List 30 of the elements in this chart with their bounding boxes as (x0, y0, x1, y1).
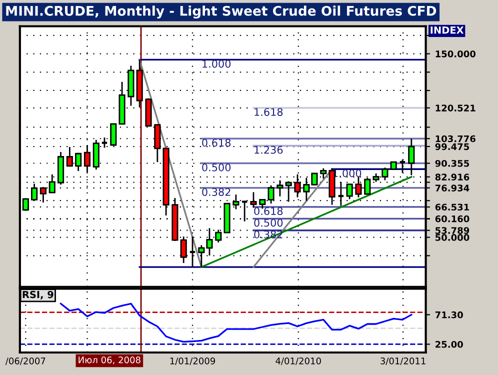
y-tick-label: 90.355 (435, 160, 470, 167)
annotation: 0.618 (202, 138, 231, 147)
x-tick-label: /06/2007 (5, 358, 46, 366)
y-tick-label: 66.531 (435, 204, 470, 211)
y-tick-label: 103.776 (436, 135, 476, 142)
chart-title: MINI.CRUDE, Monthly - Light Sweet Crude Oil Futures CFD (6, 6, 436, 18)
y-tick-label: 25.00 (436, 340, 463, 348)
y-tick-label: 53.789 (436, 227, 470, 234)
x-tick-label: 4/01/2010 (276, 358, 321, 366)
annotation: 1.236 (254, 146, 283, 154)
x-tick-label: 3/01/2011 (380, 358, 426, 366)
annotation: 0.500 (202, 163, 231, 172)
annotation: 1.000 (202, 60, 231, 68)
annotation: 0.382 (202, 188, 230, 196)
x-tick-label: 1/01/2009 (170, 358, 216, 366)
y-tick-label: 50.000 (436, 234, 470, 241)
line-series (60, 302, 412, 343)
y-tick-label: 150.000 (436, 50, 476, 58)
annotation: 1.618 (254, 108, 283, 116)
annotation: 0.500 (254, 218, 283, 227)
ref-line-label: Июл 06, 2008 (78, 356, 140, 364)
y-tick-label: 60.160 (435, 215, 470, 222)
y-tick-label: 82.916 (435, 174, 470, 180)
y-tick-label: 76.934 (435, 184, 470, 192)
chart-title: RSI, 9 (22, 290, 54, 300)
y-tick-label: 99.475 (435, 143, 470, 150)
y-tick-label: 71.30 (435, 311, 463, 318)
text: INDEX (430, 26, 464, 34)
y-tick-label: 120.521 (436, 104, 476, 112)
annotation: 0.618 (254, 207, 283, 216)
